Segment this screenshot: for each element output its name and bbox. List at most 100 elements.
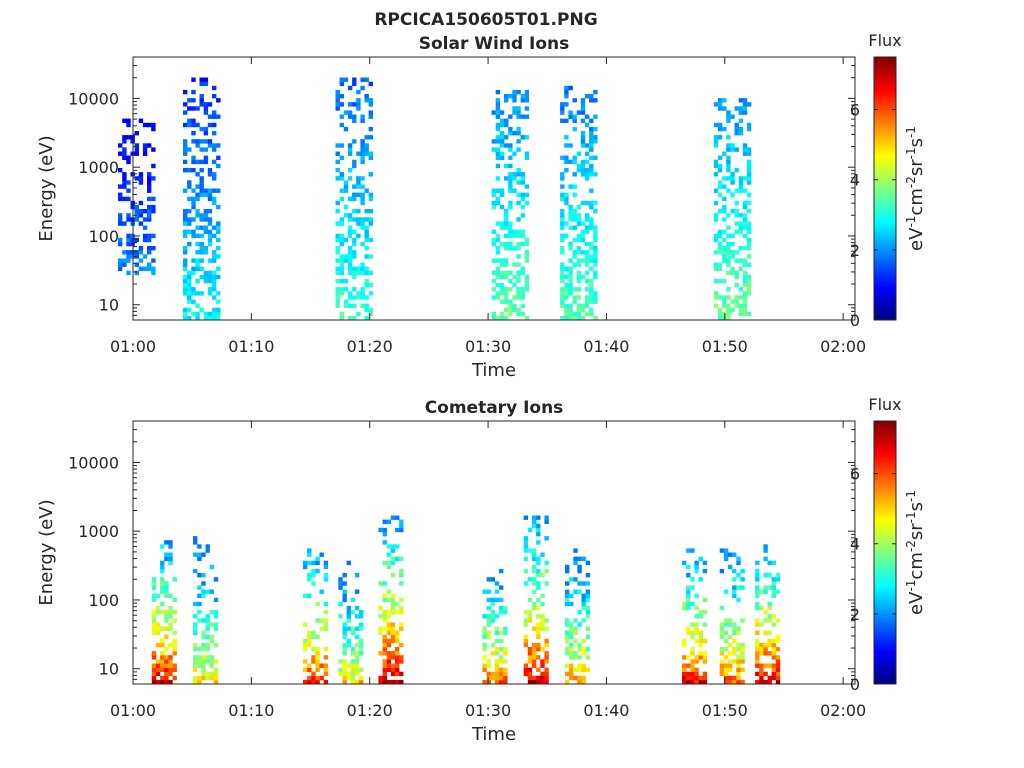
flux-cell: [495, 110, 501, 115]
flux-cell: [520, 94, 525, 99]
flux-cell: [576, 151, 582, 156]
flux-cell: [736, 655, 741, 660]
flux-cell: [713, 266, 719, 271]
colorbar-segment: [874, 133, 896, 137]
flux-cell: [580, 303, 586, 308]
flux-cell: [311, 634, 316, 640]
flux-cell: [172, 630, 177, 635]
flux-cell: [342, 589, 347, 594]
flux-cell: [682, 642, 687, 648]
flux-cell: [347, 246, 353, 251]
flux-cell: [532, 515, 537, 520]
colorbar-segment: [874, 63, 896, 67]
flux-cell: [516, 307, 521, 313]
flux-cell: [364, 254, 369, 259]
flux-cell: [560, 217, 565, 222]
flux-cell: [368, 135, 373, 140]
flux-cell: [759, 642, 764, 648]
flux-cell: [382, 663, 387, 668]
flux-cell: [197, 659, 202, 664]
flux-cell: [503, 667, 508, 672]
flux-cell: [216, 204, 221, 210]
flux-cell: [573, 651, 578, 656]
flux-cell: [315, 675, 320, 681]
flux-cell: [499, 597, 504, 603]
flux-cell: [527, 614, 533, 619]
flux-cell: [343, 188, 349, 193]
flux-cell: [746, 172, 752, 177]
flux-cell: [491, 237, 496, 243]
colorbar-segment: [874, 510, 896, 514]
flux-cell: [134, 143, 139, 148]
flux-cell: [698, 610, 703, 615]
flux-cell: [212, 315, 217, 321]
colorbar-segment: [874, 256, 896, 260]
flux-cell: [520, 196, 525, 202]
flux-cell: [323, 647, 329, 652]
flux-cell: [763, 651, 768, 656]
flux-cell: [504, 225, 509, 230]
flux-cell: [303, 667, 308, 672]
flux-cell: [207, 102, 213, 107]
flux-cell: [160, 655, 165, 660]
flux-cell: [347, 250, 353, 255]
axes-frame: [132, 420, 856, 685]
flux-cell: [767, 651, 772, 656]
flux-cell: [723, 556, 729, 561]
flux-cell: [118, 262, 123, 267]
flux-cell: [730, 254, 735, 259]
colorbar-segment: [874, 456, 896, 459]
flux-cell: [499, 659, 504, 664]
flux-cell: [722, 184, 727, 189]
colorbar-segment: [874, 232, 896, 235]
colorbar-segment: [874, 431, 896, 435]
flux-cell: [395, 544, 400, 549]
flux-cell: [134, 270, 139, 276]
colorbar-frame: [873, 420, 897, 685]
flux-cell: [207, 258, 213, 263]
flux-cell: [568, 270, 573, 276]
flux-cell: [203, 192, 209, 197]
flux-cell: [713, 213, 719, 218]
flux-cell: [775, 638, 781, 644]
flux-cell: [728, 634, 733, 640]
flux-cell: [187, 299, 192, 304]
flux-cell: [589, 188, 594, 193]
flux-cell: [512, 283, 517, 288]
flux-cell: [736, 659, 741, 664]
flux-cell: [690, 585, 695, 590]
flux-cell: [347, 266, 353, 271]
flux-cell: [160, 679, 165, 685]
flux-cell: [151, 258, 156, 263]
flux-cell: [719, 647, 725, 652]
flux-cell: [746, 147, 752, 152]
flux-cell: [576, 311, 582, 317]
flux-cell: [565, 564, 570, 570]
flux-cell: [694, 560, 699, 566]
flux-cell: [205, 671, 210, 677]
flux-cell: [207, 278, 213, 284]
flux-cell: [728, 667, 733, 672]
flux-cell: [713, 295, 719, 300]
flux-cell: [523, 544, 529, 549]
flux-cell: [359, 614, 364, 619]
flux-cell: [738, 229, 744, 234]
flux-cell: [335, 102, 340, 107]
colorbar-segment: [874, 631, 896, 634]
colorbar-segment: [874, 445, 896, 448]
flux-cell: [212, 110, 217, 115]
flux-cell: [207, 229, 213, 234]
flux-cell: [164, 667, 169, 672]
flux-cell: [199, 94, 204, 99]
colorbar-segment: [874, 65, 896, 69]
flux-cell: [568, 266, 573, 271]
flux-cell: [303, 593, 308, 598]
flux-cell: [203, 155, 209, 160]
colorbar-segment: [874, 221, 896, 224]
flux-cell: [581, 601, 586, 607]
flux-cell: [359, 679, 364, 685]
flux-cell: [209, 589, 214, 594]
flux-cell: [730, 147, 735, 152]
colorbar-segment: [874, 539, 896, 542]
flux-cell: [738, 213, 744, 218]
